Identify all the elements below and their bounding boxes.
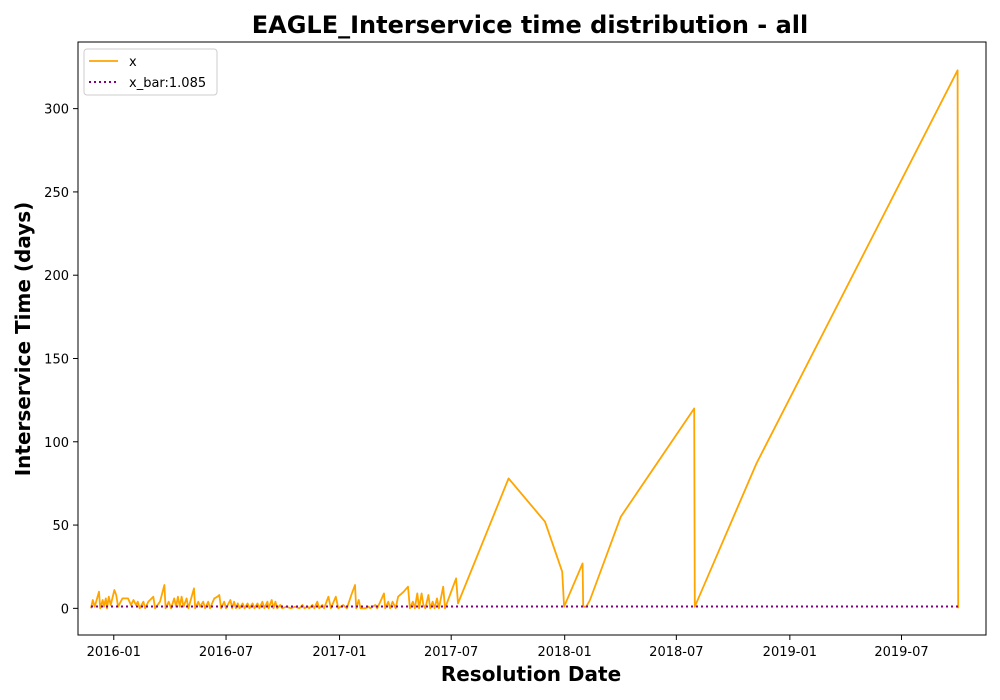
legend: x x_bar:1.085 xyxy=(83,48,218,96)
series-group xyxy=(90,69,960,610)
series-line xyxy=(90,69,960,610)
x-tick-label: 2016-07 xyxy=(199,645,253,660)
y-tick-label: 200 xyxy=(44,269,69,284)
legend-label: x xyxy=(129,55,137,70)
x-tick-label: 2017-01 xyxy=(312,645,366,660)
chart-title: EAGLE_Interservice time distribution - a… xyxy=(252,11,809,39)
x-axis-label: Resolution Date xyxy=(441,662,621,686)
x-axis: 2016-01 2016-07 2017-01 2017-07 2018-01 2018-… xyxy=(87,635,929,660)
x-tick-label: 2018-07 xyxy=(649,645,703,660)
x-tick-label: 2019-01 xyxy=(763,645,817,660)
plot-frame xyxy=(77,41,987,636)
y-axis-label: Interservice Time (days) xyxy=(11,202,35,477)
y-tick-label: 100 xyxy=(44,436,69,451)
plot-area: 2016-01 2016-07 2017-01 2017-07 2018-01 2018-… xyxy=(44,41,987,660)
x-tick-label: 2018-01 xyxy=(538,645,592,660)
y-tick-label: 300 xyxy=(44,103,69,118)
y-tick-label: 50 xyxy=(52,519,69,534)
y-axis: 0 50 100 150 200 250 300 xyxy=(44,103,78,617)
x-tick-label: 2016-01 xyxy=(87,645,141,660)
legend-label: x_bar:1.085 xyxy=(129,76,206,91)
x-tick-label: 2017-07 xyxy=(424,645,478,660)
y-tick-label: 250 xyxy=(44,186,69,201)
x-tick-label: 2019-07 xyxy=(874,645,928,660)
legend-entries: x x_bar:1.085 xyxy=(89,55,206,91)
y-tick-label: 150 xyxy=(44,352,69,367)
y-tick-label: 0 xyxy=(61,602,69,617)
